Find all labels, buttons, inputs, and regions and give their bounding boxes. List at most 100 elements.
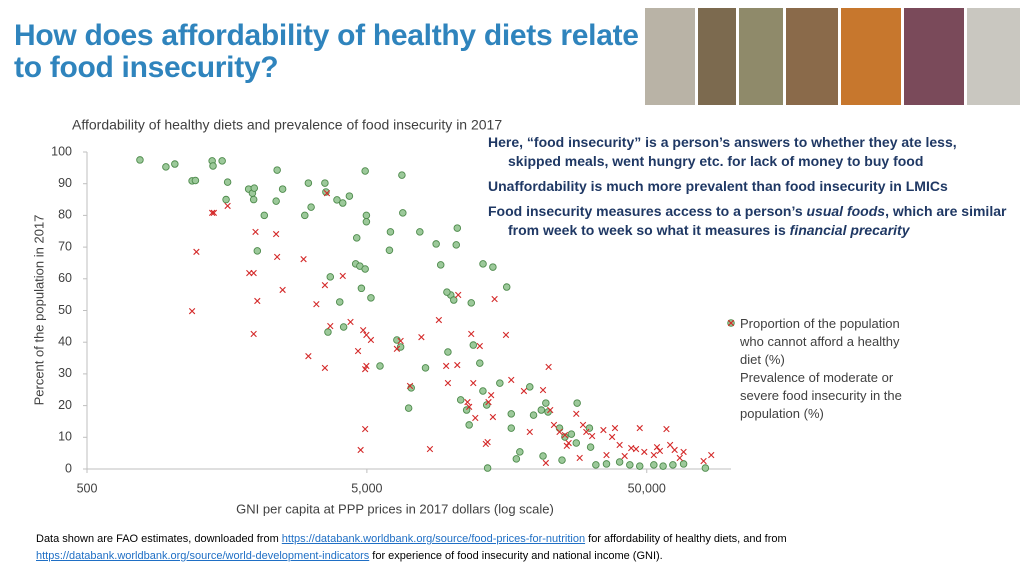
marker-x — [653, 443, 661, 451]
marker-x — [250, 330, 257, 338]
marker-x — [550, 421, 558, 429]
marker-x — [193, 248, 200, 256]
note: Food insecurity measures access to a per… — [488, 202, 1008, 240]
marker-x — [359, 326, 367, 334]
marker-circle — [253, 247, 262, 255]
marker-circle — [321, 179, 329, 187]
marker-x — [357, 446, 364, 454]
marker-x — [476, 342, 483, 350]
marker-x — [616, 441, 623, 449]
marker-circle — [573, 399, 581, 407]
marker-x — [563, 442, 570, 450]
marker-circle — [615, 458, 624, 466]
marker-circle — [558, 456, 566, 464]
marker-x — [272, 230, 280, 238]
marker-x — [210, 209, 218, 217]
marker-x — [489, 413, 497, 421]
marker-circle — [453, 224, 462, 232]
marker-circle — [361, 167, 369, 175]
marker-circle — [398, 171, 406, 179]
marker-x — [313, 300, 320, 308]
marker-circle — [301, 211, 309, 220]
marker-x — [656, 447, 664, 455]
marker-x — [671, 446, 678, 454]
marker-circle — [361, 265, 369, 273]
marker-x — [502, 331, 510, 339]
marker-x — [354, 347, 362, 355]
marker-x — [321, 364, 329, 372]
marker-x — [608, 433, 616, 441]
marker-x — [579, 421, 587, 429]
marker-circle — [701, 464, 710, 472]
marker-x — [363, 331, 370, 339]
marker-circle — [250, 184, 259, 192]
marker-circle — [659, 462, 667, 470]
marker-x — [363, 362, 370, 370]
marker-circle — [304, 179, 313, 187]
marker-x — [666, 441, 674, 449]
marker-circle — [376, 362, 384, 370]
x-axis-label: GNI per capita at PPP prices in 2017 dol… — [236, 501, 554, 516]
marker-x — [600, 426, 607, 434]
marker-circle — [635, 462, 644, 470]
y-tick-label: 90 — [58, 176, 72, 190]
note-text: Here, “food insecurity” is a person’s an… — [488, 134, 957, 169]
footnote-text: Data shown are FAO estimates, downloaded… — [36, 533, 282, 545]
legend-label: Proportion of the population who cannot … — [740, 316, 900, 367]
marker-x — [273, 253, 281, 261]
slide-title: How does affordability of healthy diets … — [14, 19, 639, 84]
marker-x — [573, 410, 580, 418]
marker-circle — [324, 328, 332, 336]
marker-x — [556, 428, 563, 436]
marker-circle — [507, 424, 516, 432]
marker-circle — [496, 379, 504, 387]
marker-x — [508, 376, 515, 384]
marker-x — [188, 307, 196, 315]
x-tick-label: 500 — [77, 481, 98, 495]
marker-x — [636, 424, 643, 432]
y-tick-label: 60 — [58, 271, 72, 285]
marker-circle — [586, 443, 595, 451]
marker-x — [254, 297, 261, 305]
marker-x — [252, 228, 259, 236]
marker-circle — [249, 195, 258, 204]
marker-circle — [136, 156, 144, 164]
marker-x — [561, 431, 569, 439]
footnote-text: for experience of food insecurity and na… — [369, 550, 663, 562]
series — [188, 190, 715, 467]
marker-circle — [399, 209, 407, 217]
marker-x — [676, 454, 683, 462]
marker-circle — [516, 448, 524, 456]
marker-x — [305, 352, 312, 360]
marker-circle — [336, 298, 344, 306]
marker-circle — [386, 228, 395, 236]
marker-x — [444, 379, 452, 387]
marker-x — [641, 448, 648, 456]
photo — [904, 8, 964, 105]
marker-circle — [218, 157, 226, 165]
source-link[interactable]: https://databank.worldbank.org/source/wo… — [36, 550, 370, 562]
y-tick-label: 40 — [58, 334, 72, 348]
marker-circle — [260, 211, 269, 220]
source-link[interactable]: https://databank.worldbank.org/source/fo… — [281, 533, 586, 545]
marker-x — [435, 316, 443, 324]
marker-circle — [507, 410, 516, 418]
marker-x — [484, 438, 491, 446]
legend-label: Prevalence of moderate or severe food in… — [740, 370, 902, 421]
marker-x — [347, 318, 354, 326]
note-text: Unaffordability is much more prevalent t… — [488, 178, 948, 194]
marker-circle — [489, 263, 497, 271]
y-tick-label: 80 — [58, 208, 72, 222]
marker-x — [418, 333, 425, 341]
marker-circle — [529, 411, 538, 419]
marker-x — [621, 452, 628, 460]
marker-x — [224, 202, 231, 210]
marker-circle — [602, 460, 611, 468]
marker-x — [454, 361, 461, 369]
x-tick-label: 50,000 — [628, 481, 666, 495]
marker-circle — [396, 343, 405, 351]
y-tick-label: 10 — [58, 430, 72, 444]
marker-x — [700, 457, 707, 465]
x-tick-label: 5,000 — [351, 481, 382, 495]
